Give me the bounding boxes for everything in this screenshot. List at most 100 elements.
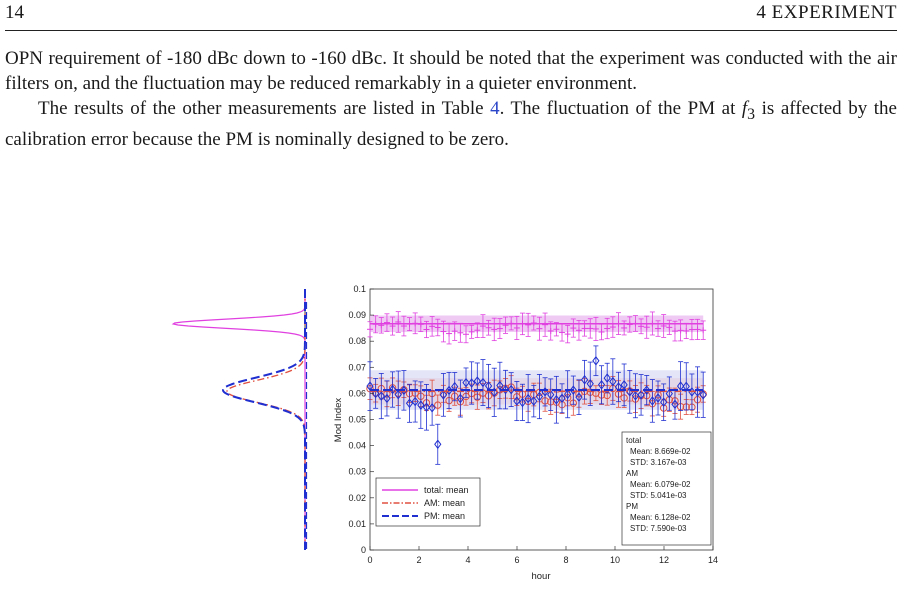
marker-diamond: [564, 389, 572, 400]
stats-box-frame: [621, 431, 712, 546]
math-frequency-symbol: f: [741, 98, 748, 119]
data-point-total: [694, 318, 701, 340]
data-point-total: [513, 315, 520, 340]
data-point-total: [688, 319, 695, 341]
x-tick-label: 0: [367, 555, 372, 565]
data-point-total: [575, 320, 582, 341]
y-tick-label: 0.1: [353, 284, 366, 294]
stats-box: total Mean: 8.669e-02 STD: 3.167e-03 AM …: [621, 431, 712, 546]
data-point-pm: [468, 361, 476, 405]
data-point-pm: [564, 370, 572, 419]
data-point-pm: [507, 372, 515, 407]
marker-diamond: [434, 439, 442, 450]
marker-diamond: [643, 385, 651, 395]
data-point-total: [479, 314, 486, 338]
data-point-pm: [586, 361, 594, 406]
data-point-total: [389, 316, 396, 336]
marker-diamond: [676, 381, 685, 391]
paragraph-2-part-3: is affected by the calibration error bec…: [5, 98, 897, 150]
data-point-pm: [676, 361, 685, 411]
marker-diamond: [580, 374, 589, 385]
marker-diamond: [609, 376, 617, 387]
marker-diamond: [417, 400, 425, 410]
marker-diamond: [479, 377, 487, 388]
marker-diamond: [428, 402, 436, 413]
data-point-pm: [524, 374, 532, 424]
y-tick-label: 0.07: [348, 362, 366, 372]
table-reference-link[interactable]: 4: [490, 98, 500, 119]
marker-diamond: [654, 393, 662, 403]
x-tick-label: 2: [416, 555, 421, 565]
marker-diamond: [665, 388, 673, 399]
data-point-total: [553, 322, 560, 337]
data-point-pm: [411, 380, 419, 423]
data-point-pm: [434, 423, 442, 465]
marker-diamond: [422, 402, 431, 413]
data-point-pm: [394, 370, 402, 419]
marker-diamond: [631, 390, 640, 401]
stats-pm-mean: Mean: 6.128e-02: [630, 513, 691, 522]
marker-diamond: [569, 385, 577, 395]
marker-diamond: [558, 393, 566, 404]
data-point-total: [468, 324, 475, 339]
data-point-total: [564, 324, 571, 344]
axes: 0 2 4 6 8 10 12 14 0 0.01 0.02 0.03 0.04 0.05 0.06 0.07…: [348, 284, 718, 565]
legend-label-am: AM: mean: [424, 498, 465, 508]
data-point-pm: [620, 363, 628, 407]
data-point-pm: [597, 365, 606, 405]
stats-am-group: AM: [626, 469, 638, 478]
stats-total-group: total: [626, 436, 641, 445]
legend-label-pm: PM: mean: [424, 511, 465, 521]
body-text: OPN requirement of -180 dBc down to -160…: [5, 46, 897, 152]
data-point-total: [474, 322, 481, 338]
data-point-total: [440, 320, 447, 343]
data-point-total: [536, 316, 543, 341]
marker-diamond: [575, 392, 583, 403]
marker-diamond: [439, 390, 448, 400]
stats-total-mean: Mean: 8.669e-02: [630, 447, 691, 456]
marker-diamond: [496, 380, 504, 391]
page-number: 14: [5, 2, 24, 23]
data-point-pm: [388, 371, 397, 408]
header-rule: [5, 30, 897, 31]
data-point-total: [587, 318, 594, 339]
marker-diamond: [671, 399, 679, 410]
marker-diamond: [513, 396, 521, 406]
marker-diamond: [592, 355, 600, 366]
marker-diamond: [383, 393, 391, 404]
stats-am-mean: Mean: 6.079e-02: [630, 480, 691, 489]
marker-diamond: [620, 380, 628, 390]
data-point-pm: [439, 373, 448, 417]
marker-diamond: [456, 393, 464, 404]
data-point-pm: [699, 371, 707, 418]
y-tick-label: 0.08: [348, 336, 366, 346]
data-point-total: [525, 312, 532, 337]
marker-diamond: [603, 373, 611, 383]
data-point-pm: [496, 361, 504, 410]
y-tick-label: 0.09: [348, 310, 366, 320]
data-point-pm: [654, 380, 662, 416]
data-point-total: [485, 319, 492, 336]
data-point-total: [604, 317, 611, 340]
marker-diamond: [388, 384, 397, 395]
marker-diamond: [405, 398, 414, 409]
y-tick-label: 0.03: [348, 467, 366, 477]
x-tick-label: 8: [563, 555, 568, 565]
legend-box: [375, 477, 481, 527]
marker-diamond: [547, 389, 555, 400]
marker-diamond: [648, 396, 656, 406]
data-point-pm: [456, 379, 464, 418]
data-point-total: [378, 317, 385, 334]
stats-pm-std: STD: 7.590e-03: [630, 524, 687, 533]
data-point-total: [570, 318, 577, 338]
y-tick-label: 0.01: [348, 519, 366, 529]
data-point-pm: [637, 374, 645, 416]
math-frequency-subscript: 3: [747, 105, 756, 123]
data-point-total: [547, 321, 554, 341]
data-point-pm: [473, 362, 481, 400]
data-point-pm: [575, 379, 583, 415]
marker-diamond: [535, 391, 544, 402]
x-tick-label: 4: [465, 555, 470, 565]
paragraph-2-part-1: The results of the other measurements ar…: [38, 98, 491, 119]
data-point-pm: [603, 362, 611, 394]
